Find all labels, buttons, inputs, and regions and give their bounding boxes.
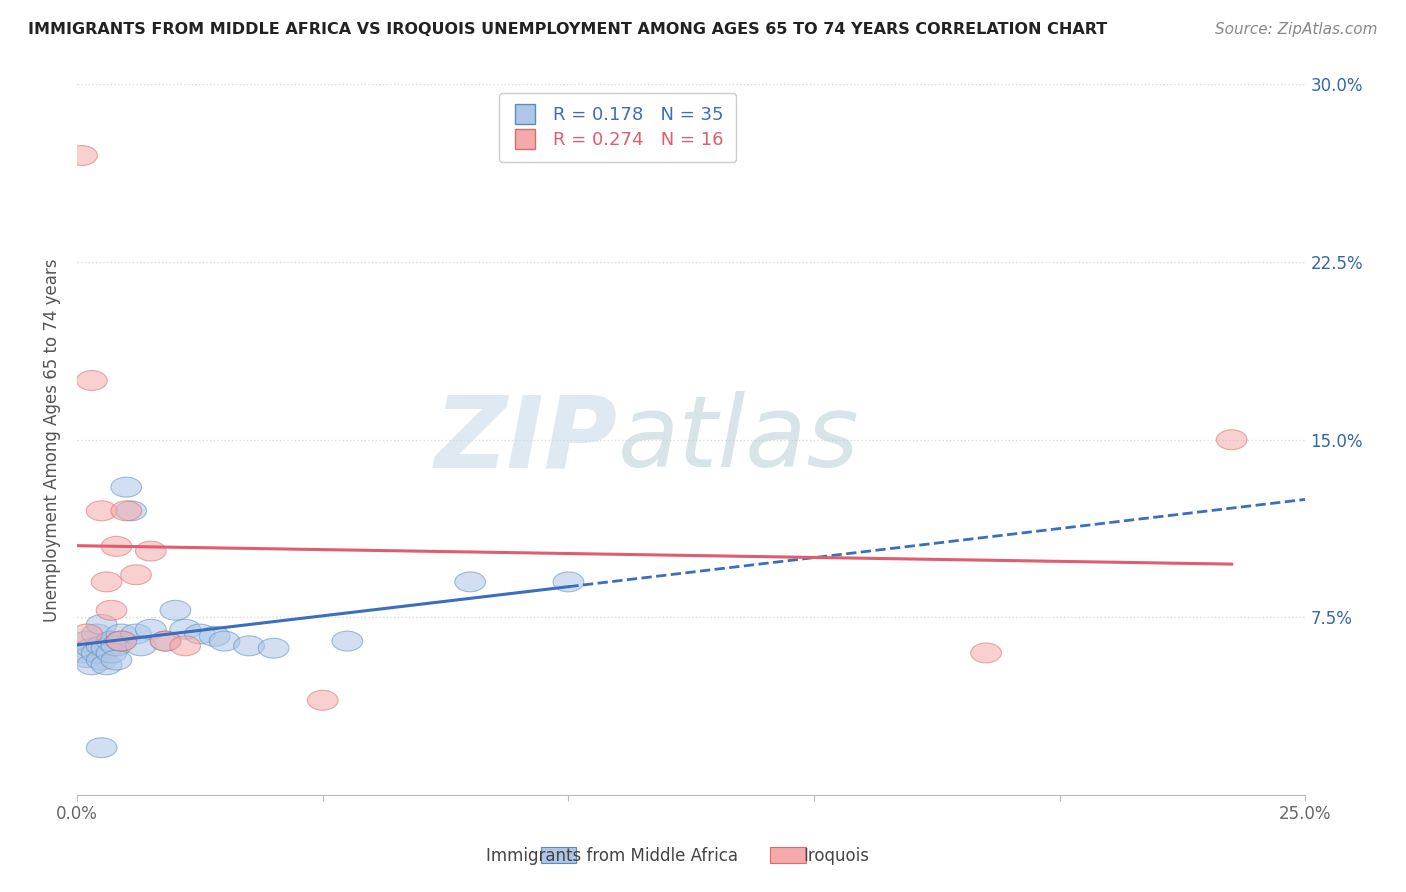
Ellipse shape	[86, 738, 117, 757]
Ellipse shape	[233, 636, 264, 656]
Text: IMMIGRANTS FROM MIDDLE AFRICA VS IROQUOIS UNEMPLOYMENT AMONG AGES 65 TO 74 YEARS: IMMIGRANTS FROM MIDDLE AFRICA VS IROQUOI…	[28, 22, 1108, 37]
Ellipse shape	[72, 648, 103, 667]
Ellipse shape	[91, 572, 122, 591]
Ellipse shape	[454, 572, 485, 591]
Legend: R = 0.178   N = 35, R = 0.274   N = 16: R = 0.178 N = 35, R = 0.274 N = 16	[499, 94, 737, 162]
Ellipse shape	[86, 650, 117, 670]
Ellipse shape	[1216, 430, 1247, 450]
Ellipse shape	[160, 600, 191, 620]
Ellipse shape	[105, 632, 136, 651]
Ellipse shape	[121, 565, 152, 585]
Ellipse shape	[121, 624, 152, 644]
Ellipse shape	[135, 541, 166, 561]
Ellipse shape	[96, 643, 127, 663]
Text: Source: ZipAtlas.com: Source: ZipAtlas.com	[1215, 22, 1378, 37]
Ellipse shape	[72, 624, 103, 644]
Ellipse shape	[101, 650, 132, 670]
Text: ZIP: ZIP	[434, 392, 617, 488]
Ellipse shape	[170, 636, 201, 656]
Ellipse shape	[76, 655, 107, 674]
Ellipse shape	[111, 477, 142, 497]
Ellipse shape	[135, 619, 166, 640]
Ellipse shape	[101, 636, 132, 656]
Ellipse shape	[308, 690, 337, 710]
Y-axis label: Unemployment Among Ages 65 to 74 years: Unemployment Among Ages 65 to 74 years	[44, 258, 60, 622]
Ellipse shape	[91, 639, 122, 658]
Ellipse shape	[150, 632, 181, 651]
Ellipse shape	[101, 536, 132, 557]
Text: Iroquois: Iroquois	[804, 847, 869, 865]
Ellipse shape	[209, 632, 240, 651]
Ellipse shape	[72, 632, 103, 651]
Ellipse shape	[76, 370, 107, 391]
Ellipse shape	[125, 636, 156, 656]
Ellipse shape	[86, 636, 117, 656]
Ellipse shape	[66, 145, 97, 165]
Ellipse shape	[76, 639, 107, 658]
Ellipse shape	[91, 655, 122, 674]
Ellipse shape	[970, 643, 1001, 663]
Ellipse shape	[82, 624, 112, 644]
Ellipse shape	[553, 572, 583, 591]
Ellipse shape	[96, 632, 127, 651]
Ellipse shape	[105, 624, 136, 644]
Ellipse shape	[259, 639, 290, 658]
Ellipse shape	[105, 632, 136, 651]
Ellipse shape	[184, 624, 215, 644]
Ellipse shape	[115, 501, 146, 521]
Ellipse shape	[111, 501, 142, 521]
Ellipse shape	[170, 619, 201, 640]
Text: Immigrants from Middle Africa: Immigrants from Middle Africa	[485, 847, 738, 865]
Ellipse shape	[82, 643, 112, 663]
Ellipse shape	[200, 626, 231, 647]
Text: atlas: atlas	[617, 392, 859, 488]
Ellipse shape	[96, 600, 127, 620]
Ellipse shape	[66, 643, 97, 663]
Ellipse shape	[332, 632, 363, 651]
Ellipse shape	[86, 615, 117, 634]
Ellipse shape	[86, 501, 117, 521]
Ellipse shape	[150, 632, 181, 651]
